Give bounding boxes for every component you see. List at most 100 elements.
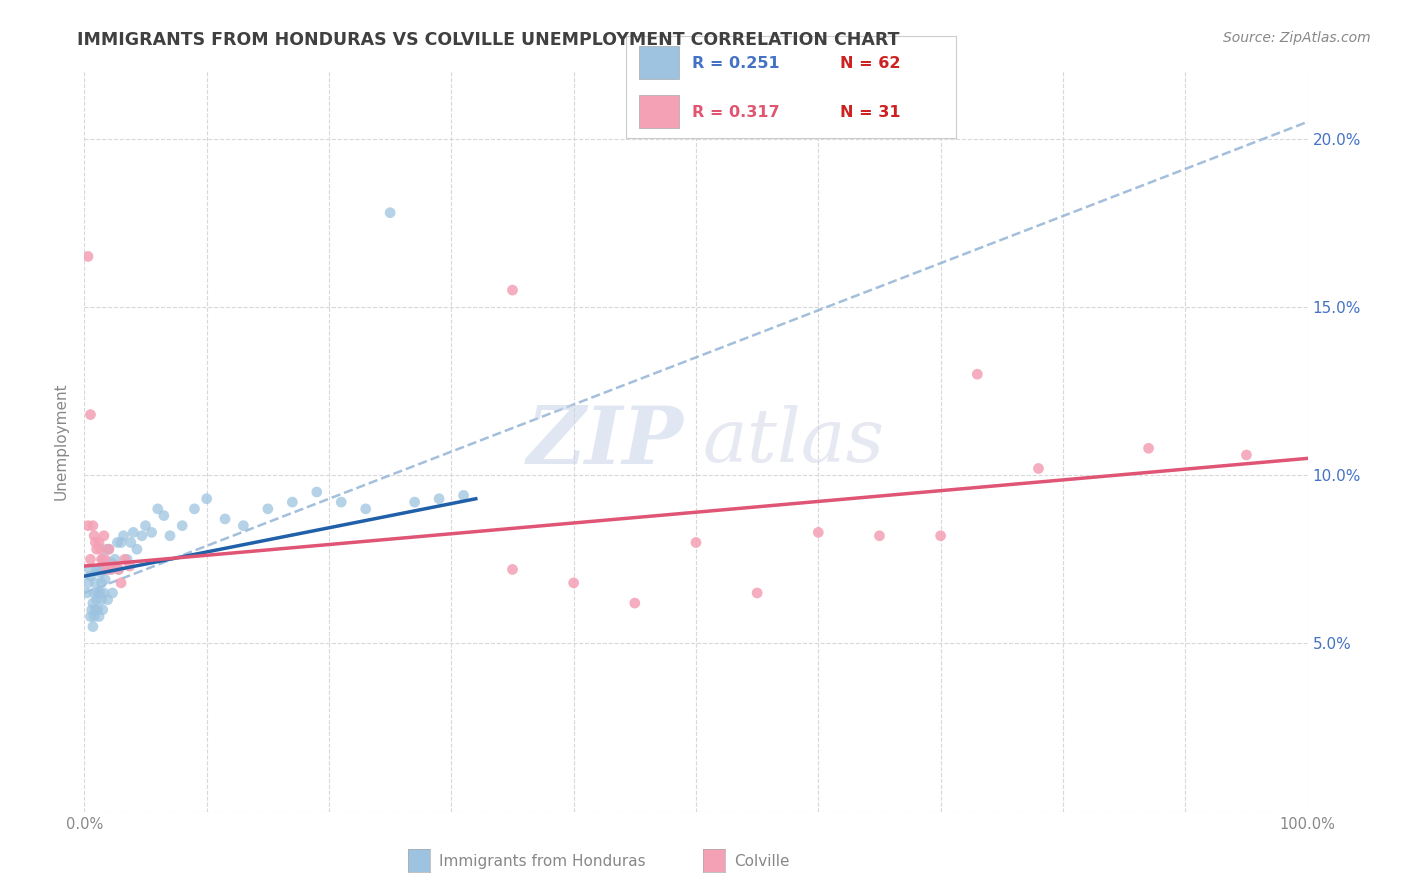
Point [97, 542, 120, 557]
Point [146, 501, 169, 516]
Point [159, 529, 181, 543]
Point [929, 529, 952, 543]
Point [87, 535, 110, 549]
Point [84, 603, 107, 617]
Point [141, 525, 163, 540]
Point [114, 552, 136, 566]
Point [110, 575, 132, 590]
Point [257, 501, 280, 516]
Text: atlas: atlas [702, 405, 884, 478]
Text: N = 31: N = 31 [841, 105, 901, 120]
Point [79, 408, 101, 422]
Point [502, 283, 524, 297]
Point [115, 552, 138, 566]
Point [90, 552, 112, 566]
Bar [638, 45, 679, 78]
Point [77, 575, 100, 590]
Point [89, 566, 111, 580]
Point [562, 575, 585, 590]
Point [87, 603, 110, 617]
Point [83, 529, 105, 543]
Point [966, 368, 988, 382]
Point [453, 488, 475, 502]
Point [118, 559, 141, 574]
Point [82, 596, 104, 610]
Point [135, 518, 157, 533]
Point [305, 485, 328, 500]
Point [195, 491, 218, 506]
Point [172, 518, 194, 533]
Point [107, 562, 129, 576]
Point [96, 542, 118, 557]
Point [94, 573, 117, 587]
Point [98, 562, 121, 576]
Bar [638, 95, 679, 128]
Point [93, 529, 115, 543]
Point [131, 529, 153, 543]
Point [86, 562, 108, 576]
Point [84, 535, 107, 549]
Point [107, 562, 129, 576]
Point [80, 603, 103, 617]
Point [232, 518, 254, 533]
Point [214, 512, 236, 526]
Point [77, 518, 100, 533]
Text: ZIP: ZIP [527, 403, 683, 480]
Point [97, 542, 120, 557]
Point [79, 569, 101, 583]
Point [747, 586, 769, 600]
Point [104, 559, 127, 574]
Point [101, 586, 124, 600]
Point [87, 586, 110, 600]
Point [104, 552, 127, 566]
Point [1236, 448, 1258, 462]
Point [76, 586, 98, 600]
Point [427, 491, 450, 506]
Point [90, 575, 112, 590]
Point [83, 586, 105, 600]
Point [1028, 461, 1050, 475]
Point [82, 619, 104, 633]
Point [77, 249, 100, 264]
Point [105, 535, 128, 549]
Point [1137, 442, 1160, 456]
Point [77, 562, 100, 576]
Point [624, 596, 647, 610]
Point [93, 586, 115, 600]
Point [96, 562, 118, 576]
Text: N = 62: N = 62 [841, 56, 901, 70]
Point [97, 592, 120, 607]
Point [502, 562, 524, 576]
Point [86, 542, 108, 557]
Point [87, 562, 110, 576]
Text: Immigrants from Honduras: Immigrants from Honduras [439, 855, 645, 869]
Point [281, 495, 304, 509]
Point [330, 495, 353, 509]
Point [87, 609, 110, 624]
Point [869, 529, 891, 543]
Text: R = 0.251: R = 0.251 [692, 56, 779, 70]
Point [93, 562, 115, 576]
Point [84, 575, 107, 590]
Point [100, 556, 122, 570]
Point [404, 495, 426, 509]
Point [83, 609, 105, 624]
Point [91, 603, 114, 617]
Point [90, 592, 112, 607]
Point [153, 508, 176, 523]
Point [125, 542, 148, 557]
Point [354, 501, 377, 516]
Point [380, 205, 402, 219]
Point [89, 586, 111, 600]
Point [79, 609, 101, 624]
Point [110, 535, 132, 549]
Text: Source: ZipAtlas.com: Source: ZipAtlas.com [1223, 31, 1371, 45]
Text: Colville: Colville [734, 855, 789, 869]
Y-axis label: Unemployment: Unemployment [53, 383, 69, 500]
Point [89, 542, 111, 557]
Point [807, 525, 830, 540]
Point [685, 535, 707, 549]
Point [112, 529, 135, 543]
Point [94, 552, 117, 566]
Point [183, 501, 205, 516]
